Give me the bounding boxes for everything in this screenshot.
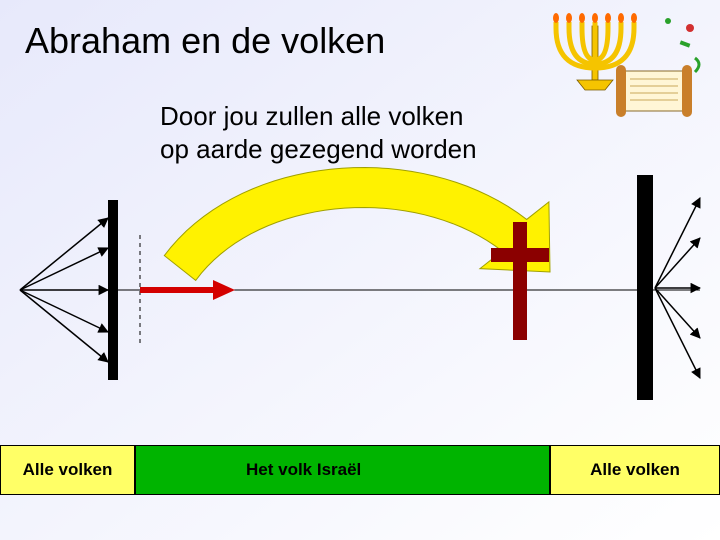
band-right-label: Alle volken: [590, 460, 680, 480]
menorah-scroll-icon: [540, 8, 710, 128]
fan-right-arrow: [655, 198, 700, 288]
band-center-label: Het volk Israël: [246, 460, 361, 480]
band-israel: Het volk Israël: [135, 445, 550, 495]
fan-right-arrow: [655, 288, 700, 378]
epoch-bar-left: [108, 200, 118, 380]
band-left-label: Alle volken: [23, 460, 113, 480]
epoch-bar-right: [637, 175, 653, 400]
curved-arrow: [164, 168, 550, 281]
cross-vertical: [513, 222, 527, 340]
band-all-nations-right: Alle volken: [550, 445, 720, 495]
band-all-nations-left: Alle volken: [0, 445, 135, 495]
fan-right-arrow: [655, 288, 700, 338]
slide-root: Abraham en de volken Door jou zullen all…: [0, 0, 720, 540]
red-arrow-head: [213, 280, 235, 300]
cross-horizontal: [491, 248, 549, 262]
fan-right-arrow: [655, 238, 700, 288]
